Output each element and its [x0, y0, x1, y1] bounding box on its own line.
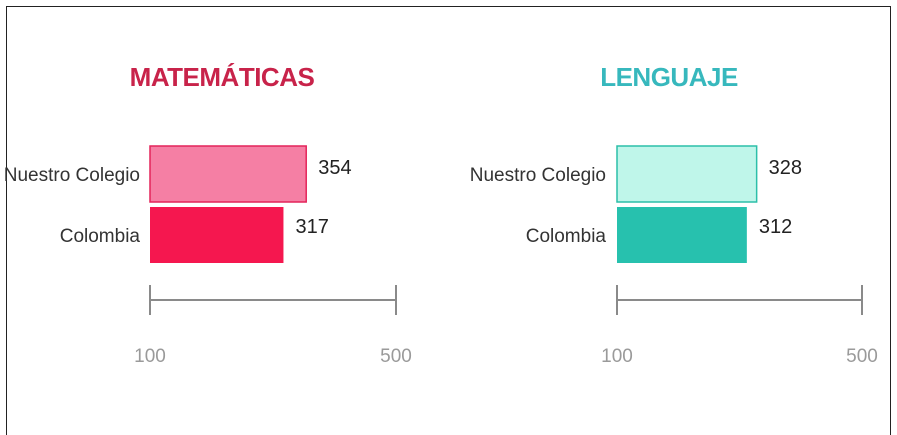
- chart-1-category-label-1: Nuestro Colegio: [4, 165, 140, 186]
- chart-1-tick-label-1: 100: [134, 346, 166, 367]
- chart-2-title: LENGUAJE: [600, 62, 738, 92]
- chart-2-bar-2: [617, 207, 747, 263]
- chart-2-category-label-1: Nuestro Colegio: [470, 165, 606, 186]
- chart-1-value-label-2: 317: [295, 216, 328, 238]
- chart-2-bar-1: [616, 145, 758, 203]
- chart-1-category-label-2: Colombia: [60, 226, 141, 247]
- chart-2-value-label-2: 312: [759, 216, 792, 238]
- chart-1-title: MATEMÁTICAS: [130, 62, 315, 92]
- chart-1-bar-2: [150, 207, 284, 263]
- chart-1-value-label-1: 354: [318, 157, 351, 179]
- chart-2-tick-label-2: 500: [846, 346, 878, 367]
- chart-1-tick-label-2: 500: [380, 346, 412, 367]
- chart-1-bar-1: [149, 145, 307, 203]
- chart-2-category-label-2: Colombia: [526, 226, 607, 247]
- chart-2-value-label-1: 328: [769, 157, 802, 179]
- chart-2-tick-label-1: 100: [601, 346, 633, 367]
